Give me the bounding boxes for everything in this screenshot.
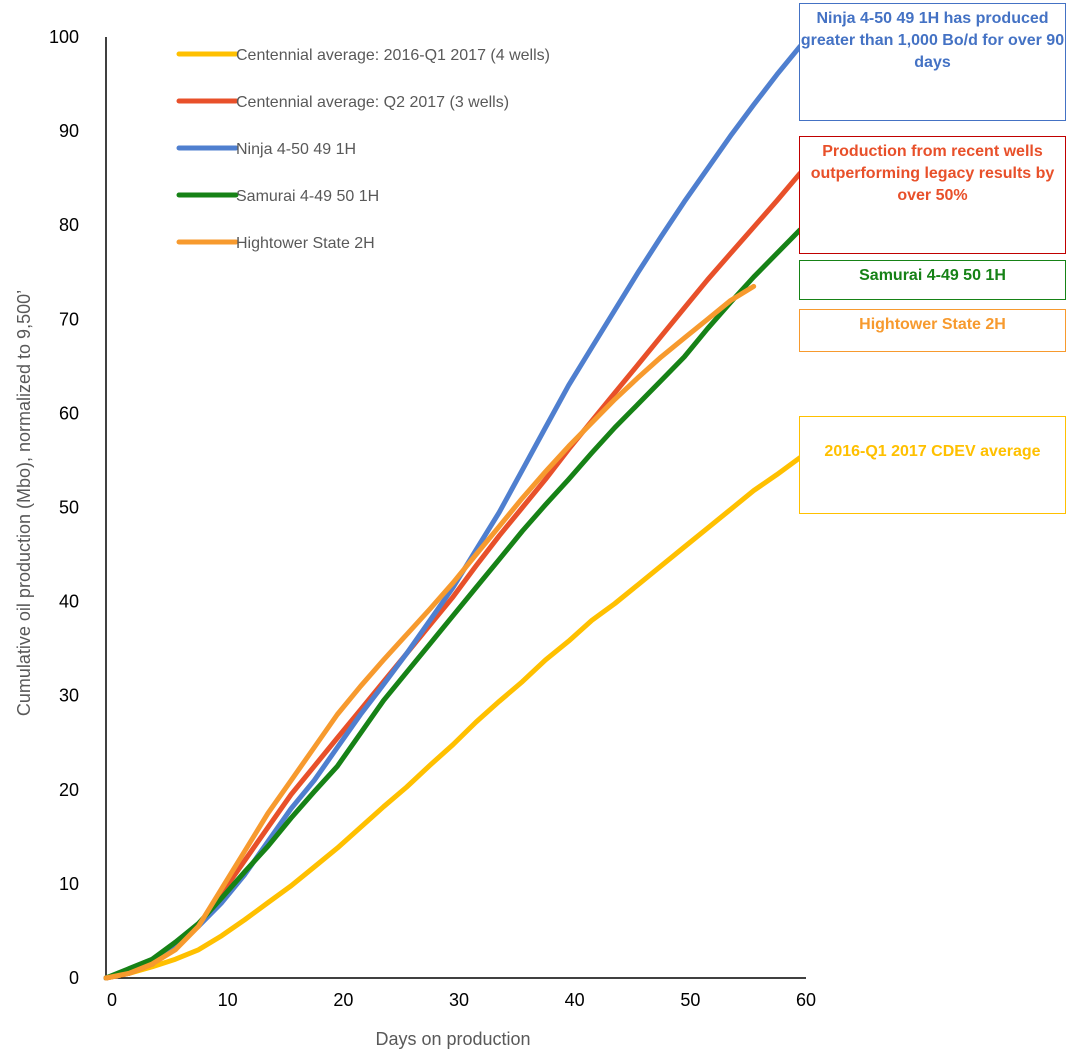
callout-recent-wells: Production from recent wells outperformi… [799, 136, 1066, 254]
y-tick-label: 70 [59, 309, 79, 329]
callout-hightower: Hightower State 2H [799, 309, 1066, 352]
callout-samurai: Samurai 4-49 50 1H [799, 260, 1066, 300]
callout-recent-wells-text: Production from recent wells outperformi… [810, 143, 1055, 204]
y-tick-label: 100 [49, 27, 79, 47]
series-line-1 [103, 170, 803, 981]
callout-ninja: Ninja 4-50 49 1H has produced greater th… [799, 3, 1066, 121]
legend-label: Samurai 4-49 50 1H [236, 188, 379, 205]
x-tick-label: 40 [565, 990, 585, 1010]
y-tick-label: 60 [59, 403, 79, 423]
x-tick-label: 10 [218, 990, 238, 1010]
series-line-0 [103, 455, 803, 981]
chart-axes: 0 10 20 30 40 50 60 70 80 90 100 0 10 20 30 40 50 60 [49, 27, 816, 1010]
y-axis-title: Cumulative oil production (Mbo), normali… [14, 290, 34, 716]
y-tick-label: 0 [69, 968, 79, 988]
callout-hightower-text: Hightower State 2H [859, 316, 1006, 333]
callout-ninja-text: Ninja 4-50 49 1H has produced greater th… [800, 10, 1065, 71]
callout-samurai-text: Samurai 4-49 50 1H [859, 267, 1006, 284]
legend-label: Centennial average: Q2 2017 (3 wells) [236, 94, 509, 111]
series-line-2 [103, 43, 803, 981]
y-tick-label: 40 [59, 592, 79, 612]
series-line-3 [103, 227, 803, 981]
legend-label: Ninja 4-50 49 1H [236, 141, 356, 158]
x-tick-label: 30 [449, 990, 469, 1010]
y-tick-label: 80 [59, 215, 79, 235]
legend-label: Centennial average: 2016-Q1 2017 (4 well… [236, 47, 550, 64]
series-line-4 [103, 283, 757, 981]
y-tick-label: 30 [59, 686, 79, 706]
callout-cdev-average-text: 2016-Q1 2017 CDEV average [824, 443, 1041, 460]
x-tick-label: 50 [680, 990, 700, 1010]
y-tick-label: 50 [59, 498, 79, 518]
legend-label: Hightower State 2H [236, 235, 375, 252]
x-tick-label: 0 [107, 990, 117, 1010]
x-tick-label: 60 [796, 990, 816, 1010]
callout-cdev-average: 2016-Q1 2017 CDEV average [799, 416, 1066, 514]
y-tick-label: 90 [59, 121, 79, 141]
y-tick-label: 20 [59, 780, 79, 800]
x-tick-label: 20 [333, 990, 353, 1010]
chart-legend: Centennial average: 2016-Q1 2017 (4 well… [176, 47, 550, 252]
chart-series [103, 43, 803, 981]
y-tick-label: 10 [59, 874, 79, 894]
x-axis-title: Days on production [375, 1029, 530, 1049]
